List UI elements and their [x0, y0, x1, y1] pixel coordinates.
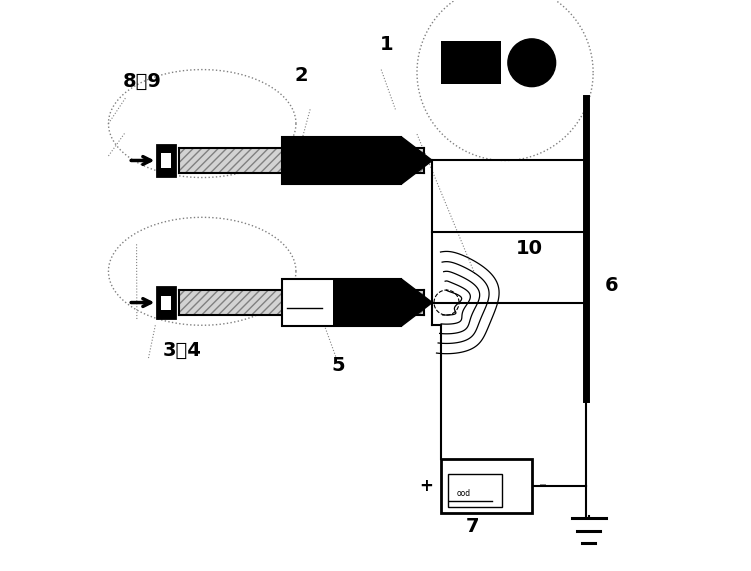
Bar: [157, 287, 176, 318]
Text: 10: 10: [515, 239, 542, 258]
Circle shape: [508, 39, 556, 87]
Bar: [157, 145, 176, 176]
Text: ood: ood: [457, 489, 471, 498]
Text: 6: 6: [605, 276, 618, 295]
Polygon shape: [401, 136, 433, 184]
Text: 7: 7: [466, 517, 479, 537]
Text: 3、4: 3、4: [162, 341, 201, 360]
Polygon shape: [401, 279, 433, 327]
Bar: [441, 41, 500, 84]
Bar: [441, 459, 532, 513]
Text: +: +: [420, 477, 433, 495]
Text: 5: 5: [332, 356, 345, 375]
Text: 2: 2: [295, 66, 309, 85]
Text: 8、9: 8、9: [122, 71, 161, 90]
Bar: [161, 296, 171, 309]
Bar: [161, 154, 171, 167]
Bar: [448, 474, 502, 507]
Bar: [179, 148, 424, 173]
Bar: [333, 279, 401, 327]
Bar: [179, 290, 424, 315]
Bar: [282, 136, 401, 184]
Bar: [282, 279, 401, 327]
Text: 1: 1: [380, 34, 394, 54]
Text: -: -: [539, 476, 547, 495]
